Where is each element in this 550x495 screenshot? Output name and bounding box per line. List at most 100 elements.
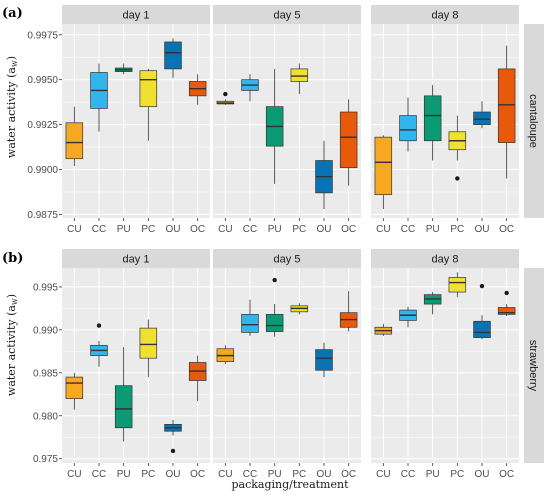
outlier-point bbox=[223, 91, 228, 97]
x-tick-label: PC bbox=[450, 224, 464, 235]
box-body bbox=[399, 115, 417, 142]
x-tick-label: CC bbox=[243, 224, 257, 235]
x-tick-label: OU bbox=[317, 469, 332, 480]
box-body bbox=[315, 349, 333, 371]
panel-background bbox=[371, 24, 519, 218]
panel-tag-b: (b) bbox=[2, 251, 23, 266]
box-cc bbox=[90, 323, 108, 367]
y-tick-label: 0.9975 bbox=[27, 30, 58, 41]
x-tick-label: PU bbox=[426, 469, 440, 480]
facet-strip-label: day 5 bbox=[274, 10, 301, 22]
x-tick-label: PU bbox=[117, 469, 131, 480]
y-tick-label: 0.9875 bbox=[27, 210, 58, 221]
y-tick-label: 0.990 bbox=[33, 325, 58, 336]
x-axis-title: packaging/treatment bbox=[232, 478, 350, 491]
x-tick-label: PU bbox=[426, 224, 440, 235]
outlier-point bbox=[272, 277, 277, 283]
x-tick-label: OU bbox=[317, 224, 332, 235]
y-axis-title-b-close: ) bbox=[5, 294, 18, 298]
box-pu bbox=[114, 347, 133, 442]
x-tick-label: OU bbox=[475, 469, 490, 480]
facet-strip bbox=[371, 249, 519, 268]
box-oc bbox=[339, 291, 358, 332]
box-cu bbox=[65, 106, 84, 166]
panel-background bbox=[371, 268, 519, 463]
box-body bbox=[65, 122, 84, 160]
box-pc bbox=[139, 68, 158, 141]
box-pu bbox=[265, 277, 284, 337]
y-tick-label: 0.980 bbox=[33, 411, 58, 422]
box-oc bbox=[188, 355, 207, 402]
box-cc bbox=[399, 97, 417, 152]
facet-strip bbox=[62, 5, 210, 24]
box-pu bbox=[423, 292, 442, 315]
x-tick-label: CC bbox=[401, 224, 415, 235]
outlier-point bbox=[455, 176, 460, 181]
y-tick-label: 0.9900 bbox=[27, 165, 58, 176]
x-tick-label: PC bbox=[292, 469, 306, 480]
facet-strip-label: day 8 bbox=[432, 254, 459, 266]
box-cu bbox=[65, 372, 84, 410]
box-cc bbox=[241, 74, 259, 102]
facet-strip-label: day 1 bbox=[123, 254, 150, 266]
x-tick-label: PU bbox=[117, 224, 131, 235]
box-body bbox=[497, 68, 516, 143]
box-pu bbox=[265, 68, 284, 184]
box-pu bbox=[114, 63, 133, 75]
x-tick-label: OC bbox=[499, 224, 514, 235]
box-ou bbox=[164, 38, 182, 78]
panel-background bbox=[213, 268, 361, 463]
x-tick-label: CU bbox=[218, 469, 232, 480]
box-cu bbox=[374, 135, 393, 210]
x-tick-label: CC bbox=[92, 469, 106, 480]
facet-strip bbox=[213, 5, 361, 24]
y-axis-title-b-main: water activity (a bbox=[5, 305, 18, 396]
facet-strip-label: day 5 bbox=[274, 254, 301, 266]
x-tick-label: CU bbox=[376, 469, 390, 480]
x-tick-label: OC bbox=[190, 469, 205, 480]
x-tick-label: OU bbox=[166, 469, 181, 480]
box-body bbox=[290, 68, 309, 82]
box-pc bbox=[139, 319, 158, 378]
box-body bbox=[114, 385, 133, 429]
outlier-point bbox=[96, 323, 102, 328]
row-strip bbox=[524, 24, 544, 218]
row-strip bbox=[524, 268, 544, 463]
box-cc bbox=[399, 306, 417, 328]
x-tick-label: PU bbox=[268, 469, 282, 480]
x-tick-label: CU bbox=[67, 469, 81, 480]
box-body bbox=[339, 111, 358, 169]
outlier-point bbox=[170, 448, 176, 454]
box-ou bbox=[164, 420, 182, 454]
x-tick-label: PC bbox=[450, 469, 464, 480]
panel-background bbox=[213, 24, 361, 218]
x-tick-label: OC bbox=[499, 469, 514, 480]
box-body bbox=[497, 307, 516, 315]
box-cu bbox=[216, 91, 235, 105]
panel-background bbox=[62, 24, 210, 218]
row-strip-label: cantaloupe bbox=[527, 94, 539, 148]
box-pc bbox=[290, 303, 309, 315]
y-axis-title-a-main: water activity (a bbox=[5, 67, 18, 158]
y-tick-label: 0.985 bbox=[33, 368, 58, 379]
x-tick-label: CC bbox=[92, 224, 106, 235]
box-pc bbox=[448, 272, 467, 298]
y-tick-label: 0.995 bbox=[33, 282, 58, 293]
box-ou bbox=[315, 140, 333, 210]
box-body bbox=[139, 327, 158, 359]
x-tick-label: OC bbox=[341, 224, 356, 235]
y-axis-title-b: water activity (aw) bbox=[5, 294, 19, 396]
box-cu bbox=[216, 345, 235, 365]
facet-strip-label: day 1 bbox=[123, 10, 150, 22]
outlier-point bbox=[504, 290, 509, 296]
y-axis-title-a-sub: w bbox=[10, 60, 19, 67]
x-tick-label: PC bbox=[141, 469, 155, 480]
box-body bbox=[139, 70, 158, 107]
x-tick-label: CC bbox=[243, 469, 257, 480]
x-tick-label: OU bbox=[166, 224, 181, 235]
panel-tag-a: (a) bbox=[2, 6, 23, 21]
x-tick-label: PC bbox=[141, 224, 155, 235]
box-body bbox=[448, 277, 467, 293]
facet-strip bbox=[371, 5, 519, 24]
y-axis-title-a-close: ) bbox=[5, 56, 18, 60]
